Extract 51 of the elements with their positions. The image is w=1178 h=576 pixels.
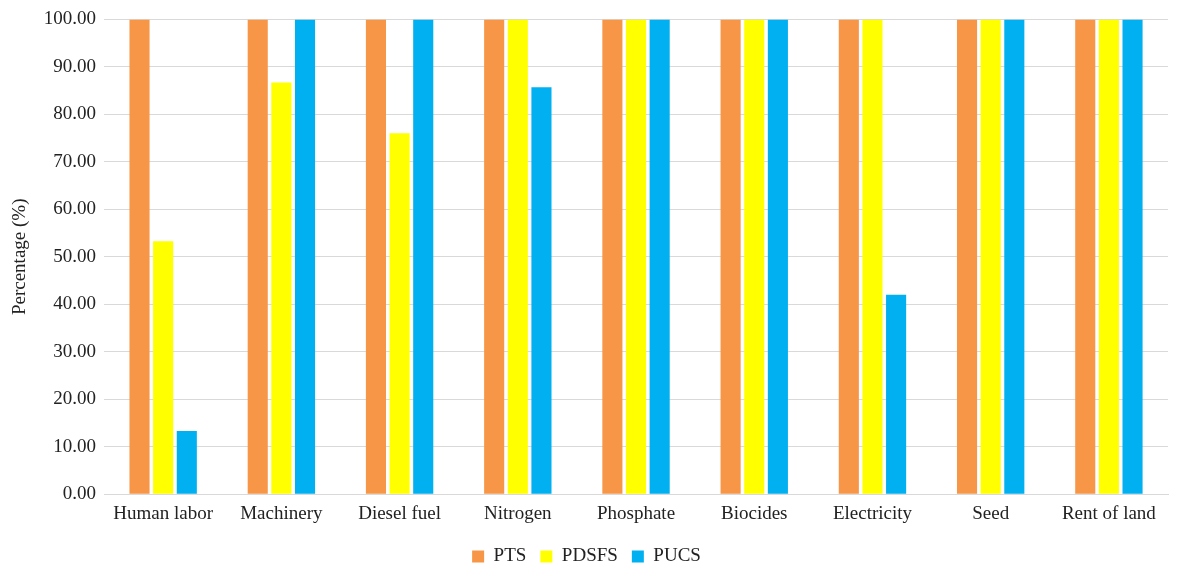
bar [956, 19, 978, 494]
bar [389, 133, 410, 494]
x-tick-label: Phosphate [596, 501, 676, 523]
bar [1098, 19, 1119, 494]
y-tick-label: 100.00 [43, 7, 97, 29]
bar [649, 19, 670, 494]
legend-label: PTS [493, 544, 527, 566]
bar [625, 19, 647, 494]
bar [744, 19, 765, 494]
x-tick-label: Human labor [113, 501, 214, 523]
bar [484, 19, 505, 494]
bar [980, 19, 1001, 494]
x-tick-label: Machinery [240, 501, 324, 523]
y-tick-label: 30.00 [53, 339, 97, 361]
bar [153, 241, 174, 494]
y-tick-label: 80.00 [53, 102, 97, 124]
bar [507, 19, 528, 494]
bar [1122, 19, 1143, 494]
x-tick-label: Seed [972, 501, 1010, 523]
bar [1004, 19, 1025, 494]
y-tick-label: 60.00 [53, 197, 97, 219]
bar [767, 19, 788, 494]
x-tick-label: Biocides [720, 501, 788, 523]
x-tick-label: Diesel fuel [358, 501, 442, 523]
x-tick-label: Electricity [832, 501, 913, 523]
legend-label: PUCS [653, 544, 701, 566]
x-tick-label: Rent of land [1061, 501, 1157, 523]
y-tick-label: 10.00 [53, 434, 97, 456]
bar [129, 19, 150, 494]
bar [531, 87, 552, 494]
bar [1075, 19, 1096, 494]
bar [365, 19, 386, 494]
bar [294, 19, 316, 494]
bar [838, 19, 859, 494]
y-axis-title: Percentage (%) [8, 198, 31, 316]
bar [247, 19, 268, 494]
bar [271, 82, 292, 494]
y-tick-label: 50.00 [53, 244, 97, 266]
y-tick-label: 90.00 [53, 54, 97, 76]
y-tick-label: 40.00 [53, 292, 97, 314]
bar [862, 19, 883, 494]
bar [720, 19, 741, 494]
x-tick-label: Nitrogen [484, 501, 553, 523]
bar [886, 294, 907, 494]
bar [413, 19, 434, 494]
bar [176, 431, 197, 494]
y-tick-label: 70.00 [53, 149, 97, 171]
legend-label: PDSFS [561, 544, 618, 566]
y-tick-label: 20.00 [53, 387, 97, 409]
y-tick-label: 0.00 [62, 482, 97, 504]
bar [602, 19, 623, 494]
